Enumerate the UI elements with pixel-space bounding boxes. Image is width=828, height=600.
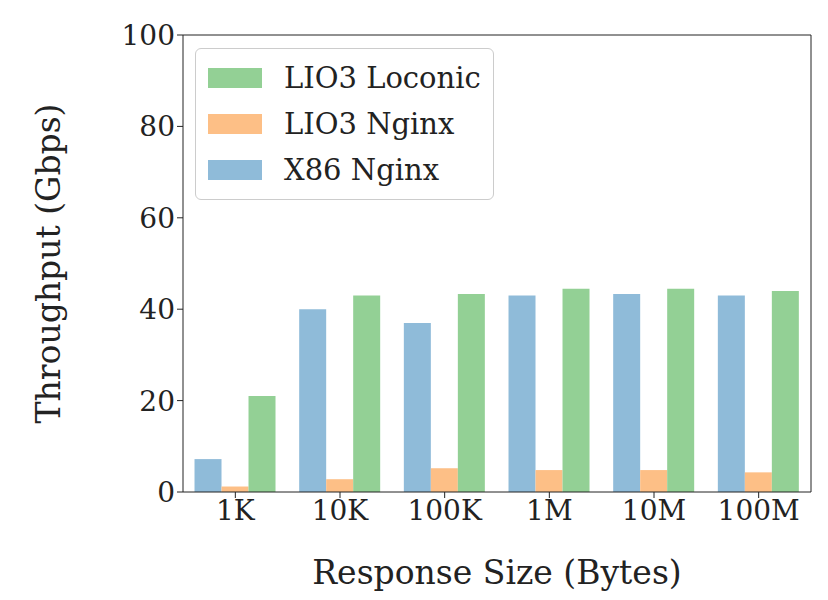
html-text:X86 Nginx: X86 Nginx bbox=[284, 153, 439, 187]
svg-text:Throughput (Gbps): Throughput (Gbps) bbox=[29, 104, 68, 424]
svg-text:100M: 100M bbox=[718, 494, 800, 527]
svg-text:100K: 100K bbox=[407, 494, 482, 527]
html-text:LIO3 Loconic: LIO3 Loconic bbox=[284, 61, 481, 95]
svg-text:10K: 10K bbox=[312, 494, 370, 527]
svg-text:60: 60 bbox=[139, 202, 175, 235]
svg-text:40: 40 bbox=[139, 293, 175, 326]
html-text:LIO3 Nginx: LIO3 Nginx bbox=[284, 107, 455, 141]
svg-text:80: 80 bbox=[139, 110, 175, 143]
svg-text:Response Size (Bytes): Response Size (Bytes) bbox=[312, 553, 681, 592]
svg-text:20: 20 bbox=[139, 385, 175, 418]
svg-text:0: 0 bbox=[157, 476, 175, 509]
svg-text:10M: 10M bbox=[622, 494, 686, 527]
svg-text:1M: 1M bbox=[526, 494, 572, 527]
svg-text:100: 100 bbox=[122, 19, 175, 52]
svg-text:1K: 1K bbox=[216, 494, 256, 527]
